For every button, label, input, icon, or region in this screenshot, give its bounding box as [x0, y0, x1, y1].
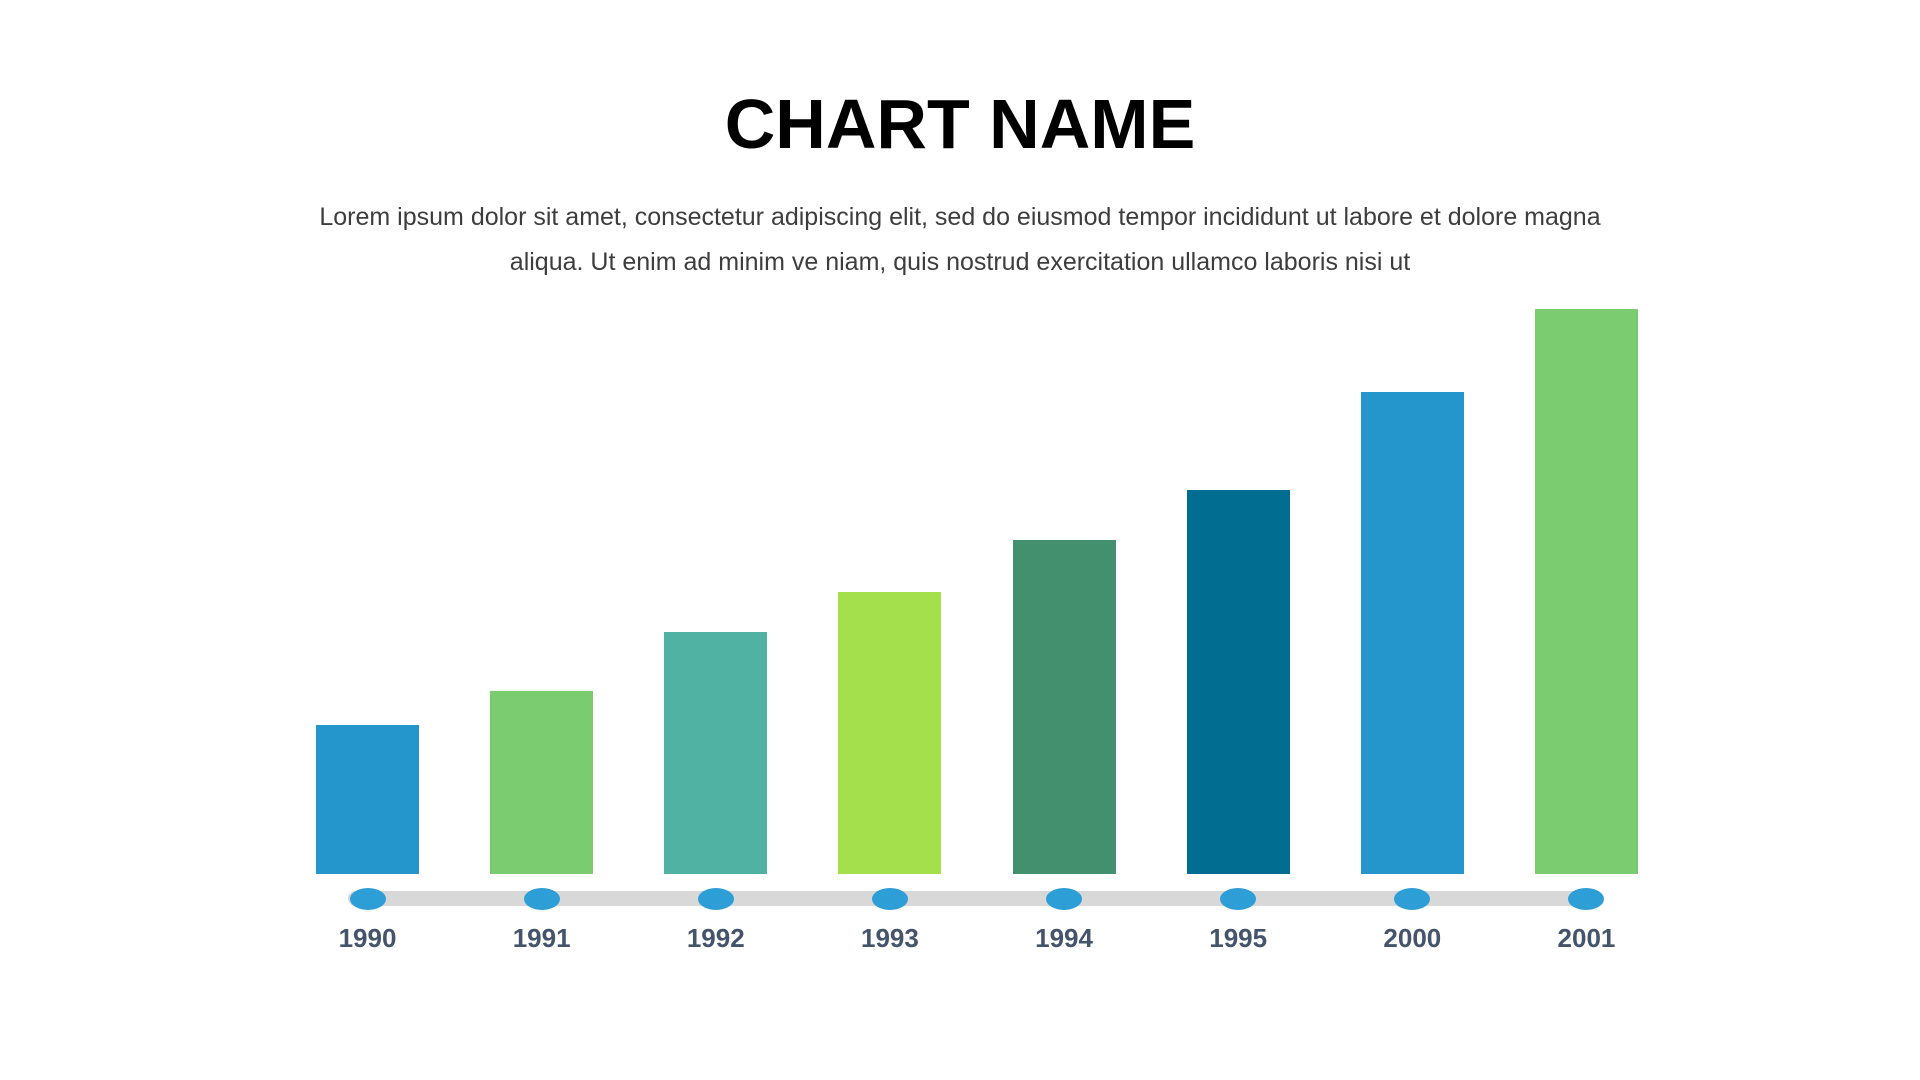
timeline-dot-2001: [1568, 888, 1605, 910]
chart-title: CHART NAME: [724, 85, 1196, 163]
bar-2001: [1534, 309, 1638, 874]
bar-1990: [316, 725, 419, 874]
axis-label-1992: 1992: [686, 923, 745, 953]
axis-label-2000: 2000: [1383, 923, 1442, 953]
bar-1992: [664, 632, 768, 874]
timeline-dot-1990: [349, 888, 386, 910]
axis-label-1995: 1995: [1209, 923, 1268, 953]
timeline-dot-1992: [697, 888, 734, 910]
subtitle-line-1: Lorem ipsum dolor sit amet, consectetur …: [319, 203, 1601, 231]
bar-1995: [1186, 490, 1290, 874]
timeline-axis-line: [348, 891, 1602, 906]
axis-label-2001: 2001: [1557, 923, 1616, 953]
timeline-dot-1995: [1220, 888, 1257, 910]
axis-label-1993: 1993: [860, 923, 919, 953]
axis-label-1991: 1991: [512, 923, 571, 953]
bar-2000: [1360, 392, 1464, 874]
timeline-dot-1991: [523, 888, 560, 910]
timeline-dot-2000: [1394, 888, 1431, 910]
bar-1991: [490, 691, 594, 874]
bar-1994: [1012, 540, 1116, 874]
timeline-dot-1993: [871, 888, 908, 910]
axis-label-1994: 1994: [1035, 923, 1093, 953]
subtitle-line-2: aliqua. Ut enim ad minim ve niam, quis n…: [509, 248, 1411, 276]
timeline-dot-1994: [1046, 888, 1083, 910]
bar-1993: [838, 592, 942, 874]
chart-subtitle: Lorem ipsum dolor sit amet, consectetur …: [0, 195, 1920, 285]
axis-label-1990: 1990: [338, 923, 397, 953]
